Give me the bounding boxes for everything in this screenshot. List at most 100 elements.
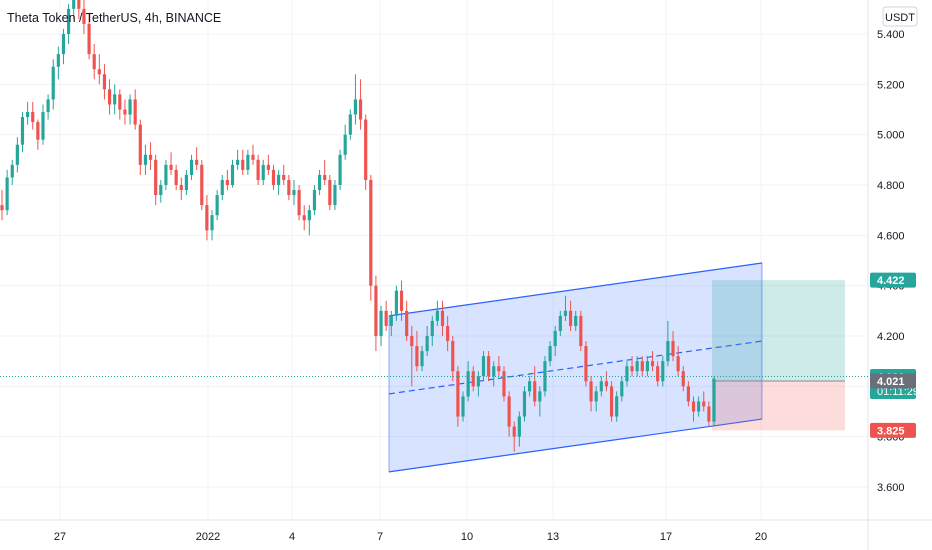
candle-body — [691, 401, 696, 412]
candle-body — [261, 164, 265, 180]
candle-body — [589, 381, 593, 402]
candle — [36, 119, 40, 150]
candle — [148, 142, 153, 170]
candle-body — [82, 8, 86, 24]
candle — [26, 101, 30, 125]
candle-body — [425, 336, 429, 352]
candle-body — [471, 371, 475, 387]
candle-body — [307, 210, 311, 221]
candle — [92, 44, 96, 80]
candle-body — [630, 366, 634, 372]
candle — [312, 185, 317, 216]
candle — [635, 356, 639, 377]
candle-body — [41, 112, 45, 140]
candle-body — [369, 179, 373, 286]
candle-body — [374, 285, 378, 336]
price-badge-label: 4.021 — [877, 376, 905, 388]
candle — [72, 0, 76, 19]
candle-body — [440, 310, 445, 326]
candle-body — [200, 164, 204, 206]
candle — [656, 361, 660, 387]
candle — [471, 366, 475, 392]
candle — [379, 305, 383, 347]
candle — [107, 79, 112, 115]
candle — [20, 112, 25, 153]
candle-body — [113, 94, 117, 105]
candle-body — [394, 290, 399, 316]
candle — [128, 94, 132, 125]
x-tick-label: 17 — [660, 531, 672, 543]
currency-button[interactable]: USDT — [882, 6, 918, 27]
candle — [61, 28, 66, 65]
candle-body — [225, 179, 229, 185]
candle-body — [410, 336, 414, 347]
candle — [82, 0, 86, 34]
candle-body — [451, 341, 455, 372]
candle — [256, 154, 260, 185]
profit-zone — [712, 280, 845, 382]
candle — [189, 154, 194, 180]
candle-body — [456, 371, 460, 417]
candle — [236, 149, 240, 170]
candle — [246, 149, 250, 175]
candle — [548, 341, 552, 367]
candle — [686, 381, 690, 407]
candle — [563, 295, 568, 321]
candle-body — [661, 361, 665, 382]
countdown-label: 01:11:29 — [877, 386, 919, 398]
candle-body — [697, 401, 701, 412]
candle-body — [497, 366, 501, 372]
candle-body — [31, 112, 35, 123]
currency-button-frame — [882, 6, 918, 27]
candle — [215, 190, 219, 221]
candle — [476, 371, 480, 397]
candle — [10, 159, 14, 185]
candle-body — [430, 320, 434, 336]
candle-body — [399, 290, 404, 311]
candle-body — [282, 174, 286, 180]
candle-body — [15, 144, 19, 165]
candle — [364, 114, 368, 191]
currency-label: USDT — [885, 12, 915, 24]
price-badge: 4.422 — [870, 272, 916, 288]
candle-body — [312, 190, 317, 211]
y-tick-label: 4.800 — [877, 180, 905, 192]
x-tick-label: 27 — [54, 531, 66, 543]
candle-body — [389, 315, 393, 326]
candle-body — [656, 366, 660, 382]
candle-body — [435, 310, 439, 321]
candle-body — [138, 124, 142, 165]
price-badge: 3.825 — [870, 422, 916, 438]
gridlines — [0, 0, 868, 520]
x-axis-labels: 27 2022 4 7 10 13 17 20 — [54, 531, 767, 543]
candle-body — [492, 366, 496, 377]
candle — [430, 315, 434, 347]
candle-body — [205, 205, 209, 231]
candle — [697, 396, 701, 417]
candle-body — [533, 381, 537, 402]
channel-mid-line — [388, 340, 763, 395]
candle-body — [446, 325, 450, 342]
candle-body — [594, 391, 598, 402]
candle — [15, 137, 19, 173]
candle-body — [87, 23, 91, 55]
candle — [241, 149, 245, 175]
candle — [5, 169, 9, 216]
candle — [512, 421, 516, 452]
candle — [691, 396, 696, 422]
candle — [195, 147, 199, 170]
candle-body — [666, 341, 670, 362]
candle-body — [671, 341, 675, 357]
candle — [184, 169, 188, 196]
candle-body — [620, 381, 624, 397]
candle-body — [292, 190, 296, 196]
candle — [389, 310, 393, 336]
candle — [615, 391, 619, 422]
candle — [77, 0, 81, 19]
candle — [67, 3, 71, 45]
candle — [317, 169, 322, 196]
candle-body — [246, 154, 250, 170]
candle-body — [210, 215, 214, 231]
candle-body — [333, 185, 337, 206]
